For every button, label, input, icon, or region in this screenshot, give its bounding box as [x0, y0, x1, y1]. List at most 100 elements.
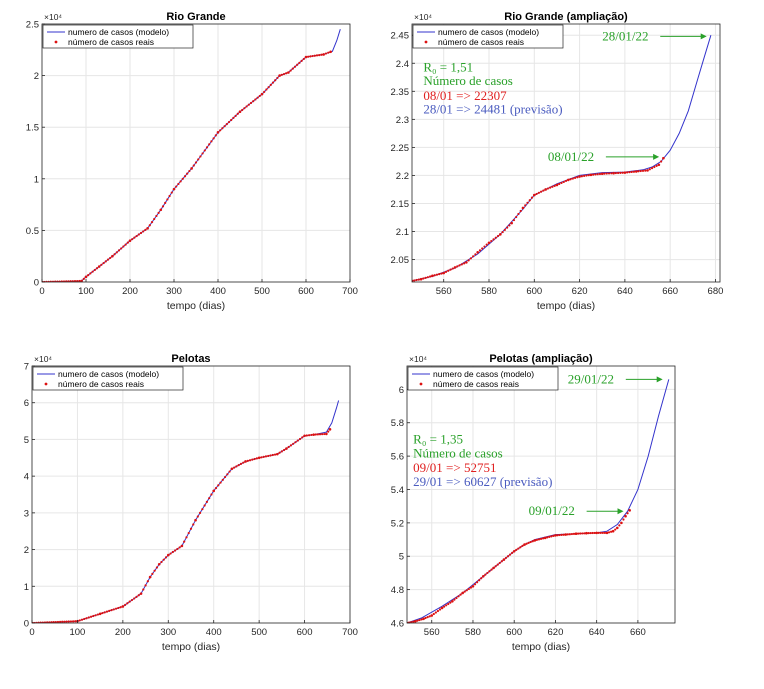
data-point-real: [241, 108, 244, 112]
y-tick-label: 2.25: [391, 143, 410, 154]
data-point-real: [188, 169, 191, 173]
data-point-real: [252, 100, 255, 103]
data-point-real: [257, 456, 261, 460]
data-point-real: [263, 90, 266, 93]
data-point-real: [623, 171, 627, 174]
data-point-real: [481, 247, 484, 250]
data-point-real: [312, 433, 315, 436]
data-point-real: [274, 79, 277, 82]
data-point-real: [549, 186, 552, 189]
series-group: [407, 379, 670, 623]
data-point-real: [148, 224, 151, 227]
data-point-real: [95, 267, 99, 270]
data-point-real: [554, 534, 557, 537]
data-point-real: [599, 531, 602, 534]
data-point-real: [498, 561, 501, 565]
data-point-real: [183, 175, 187, 178]
data-point-real: [219, 481, 222, 484]
data-point-real: [576, 176, 579, 179]
data-point-real: [462, 262, 466, 265]
data-point-real: [571, 177, 574, 180]
data-point-real: [624, 514, 627, 518]
x-tick-label: 300: [166, 286, 182, 297]
data-point-real: [556, 534, 559, 537]
data-point-real: [322, 53, 325, 56]
series-group: [412, 35, 712, 282]
data-point-real: [59, 620, 62, 623]
y-tick-label: 5.6: [391, 452, 404, 463]
data-point-real: [48, 621, 51, 623]
data-point-real: [562, 180, 565, 184]
data-point-real: [578, 175, 581, 178]
x-tick-label: 620: [572, 286, 588, 297]
data-point-real: [456, 265, 459, 268]
data-point-real: [474, 253, 477, 256]
data-point-real: [214, 134, 217, 137]
data-point-real: [232, 116, 235, 120]
data-point-real: [238, 110, 242, 114]
data-point-real: [253, 457, 256, 461]
data-point-real: [114, 607, 118, 610]
data-point-real: [172, 187, 176, 191]
data-point-real: [155, 566, 159, 569]
data-point-real: [457, 595, 460, 598]
data-point-real: [621, 171, 624, 174]
legend: numero de casos (modelo)número de casos …: [407, 366, 559, 391]
data-point-real: [519, 546, 522, 549]
data-point-real: [43, 621, 47, 623]
annotation-arrowhead: [653, 153, 660, 160]
data-point-real: [329, 50, 332, 54]
data-point-real: [305, 434, 308, 437]
data-point-real: [628, 171, 631, 174]
data-point-real: [174, 549, 177, 552]
y-tick-label: 5.4: [391, 485, 404, 496]
data-point-real: [117, 606, 120, 610]
x-axis-label: tempo (dias): [167, 300, 225, 312]
y-tick-label: 2.2: [396, 171, 409, 182]
data-point-real: [89, 272, 92, 275]
data-point-real: [413, 620, 417, 623]
data-point-real: [650, 167, 654, 170]
data-point-real: [611, 529, 615, 533]
data-point-real: [208, 143, 211, 146]
legend-label-real: número de casos reais: [68, 37, 154, 47]
data-point-real: [419, 277, 423, 281]
info-annotation: R₀ = 1,51: [423, 60, 473, 75]
data-point-real: [227, 120, 231, 124]
axes-box: [31, 365, 351, 624]
data-point-real: [303, 434, 306, 438]
data-point-real: [438, 608, 442, 611]
data-point-real: [171, 550, 174, 554]
data-point-real: [150, 221, 154, 224]
info-annotation: Número de casos: [423, 73, 513, 88]
data-point-real: [293, 65, 297, 68]
data-point-real: [157, 211, 160, 214]
data-point-real: [598, 172, 602, 176]
y-tick-label: 3: [24, 508, 29, 519]
x-tick-label: 700: [342, 627, 358, 638]
data-point-real: [298, 61, 301, 64]
legend: numero de casos (modelo)número de casos …: [42, 24, 194, 49]
axes-box: [411, 23, 721, 283]
data-point-real: [119, 606, 122, 609]
annotation-arrowhead: [617, 508, 624, 515]
data-point-real: [432, 612, 435, 616]
data-point-real: [223, 125, 226, 128]
y-tick-label: 4: [24, 472, 29, 483]
data-point-real: [179, 180, 182, 183]
data-point-real: [164, 201, 167, 204]
data-point-real: [607, 531, 611, 534]
data-point-real: [455, 596, 458, 600]
data-point-real: [657, 163, 661, 167]
y-tick-label: 6: [399, 385, 404, 396]
date-annotation: 09/01/22: [529, 503, 575, 518]
data-point-real: [634, 170, 638, 173]
x-tick-label: 640: [589, 627, 605, 638]
data-point-real: [566, 533, 569, 536]
data-point-real: [126, 602, 129, 605]
data-point-real: [527, 541, 530, 544]
y-tick-label: 2: [24, 545, 29, 556]
data-point-real: [157, 562, 161, 566]
data-point-real: [440, 606, 444, 610]
data-point-real: [327, 430, 330, 433]
